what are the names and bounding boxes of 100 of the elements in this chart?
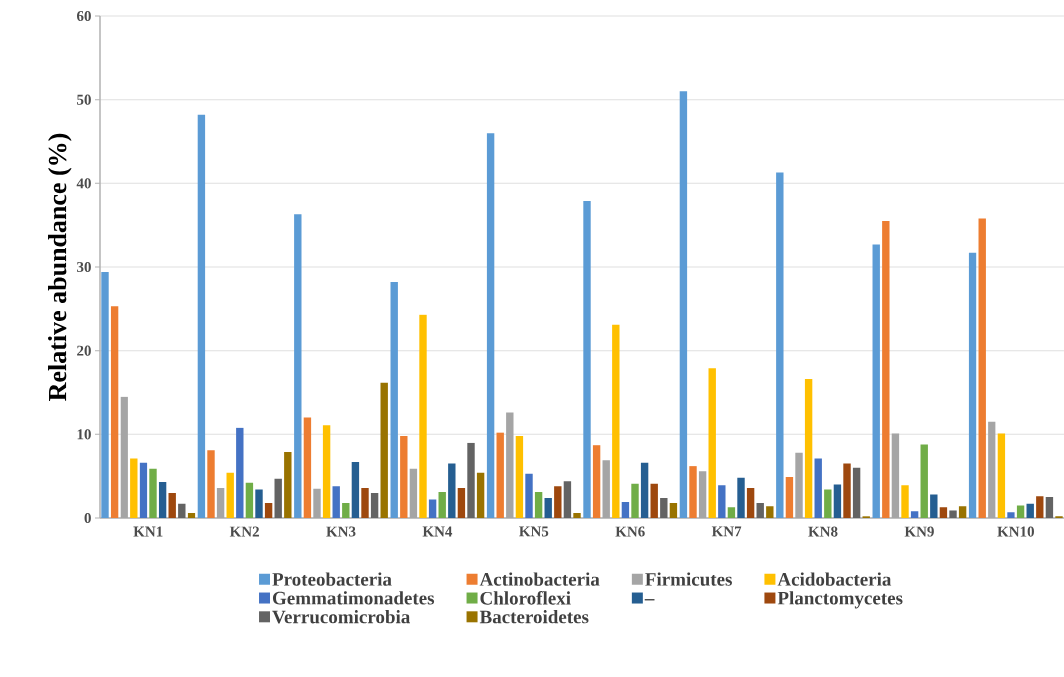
bar: [525, 473, 533, 518]
bar: [370, 492, 379, 518]
bar: [727, 507, 736, 518]
bar: [380, 382, 388, 518]
bar: [178, 503, 186, 518]
bar: [554, 486, 562, 518]
bar: [130, 458, 138, 518]
bar: [882, 220, 890, 518]
bar: [496, 432, 504, 518]
bar: [737, 477, 745, 518]
bar: [284, 451, 292, 518]
bar: [506, 412, 514, 518]
bar: [101, 272, 109, 518]
y-tick-label: 0: [84, 512, 91, 524]
bar: [400, 436, 408, 518]
x-tick-label: KN4: [422, 526, 453, 537]
bar: [785, 477, 794, 518]
legend-label: Firmicutes: [645, 572, 732, 586]
bar: [216, 487, 225, 518]
bar: [303, 417, 312, 518]
y-tick-label: 30: [77, 261, 91, 273]
bar: [158, 482, 167, 518]
x-tick-label: KN5: [519, 526, 549, 537]
bar: [583, 200, 591, 518]
y-tick-label: 50: [77, 94, 91, 105]
bar: [264, 502, 273, 518]
bar: [236, 427, 244, 518]
bar: [120, 396, 128, 518]
legend-label: _: [644, 599, 655, 601]
bar: [467, 442, 475, 518]
bar: [1036, 496, 1044, 518]
bar: [612, 324, 620, 518]
bar: [949, 510, 957, 518]
bar: [428, 499, 437, 518]
bar: [187, 512, 196, 518]
bar: [457, 487, 466, 518]
bar: [390, 282, 398, 518]
bar: [698, 471, 707, 518]
y-tick-label: 40: [76, 178, 91, 189]
bar: [563, 481, 572, 518]
bar: [419, 314, 427, 518]
bar: [988, 421, 996, 518]
bar: [110, 306, 119, 518]
bar: [1007, 512, 1015, 518]
bar: [640, 462, 649, 518]
bar: [669, 502, 678, 518]
bar: [766, 506, 774, 518]
bar: [351, 461, 360, 518]
bar: [833, 484, 842, 518]
bar: [149, 468, 157, 518]
legend-label: Bacteroidetes: [479, 609, 589, 624]
bar: [1045, 497, 1054, 518]
bar: [197, 114, 206, 518]
x-tick-label: KN6: [615, 526, 645, 537]
bar: [958, 506, 967, 518]
bar: [852, 467, 861, 518]
bar: [294, 214, 302, 518]
bar: [313, 488, 321, 518]
bar: [660, 497, 668, 518]
bar: [486, 133, 495, 518]
bar: [476, 472, 485, 518]
bar: [448, 463, 456, 518]
legend-label: Proteobacteria: [272, 572, 392, 586]
bar: [872, 244, 880, 518]
bar: [939, 507, 948, 518]
bar: [804, 379, 813, 518]
bar: [592, 445, 601, 518]
bar: [602, 460, 610, 518]
bar: [631, 483, 639, 518]
x-tick-label: KN2: [229, 526, 259, 537]
x-tick-label: KN1: [133, 526, 163, 537]
bar: [824, 489, 832, 518]
y-tick-label: 60: [76, 10, 91, 22]
bar: [332, 486, 340, 518]
bar: [168, 492, 176, 518]
legend-label: Actinobacteria: [479, 572, 600, 586]
legend-label: Verrucomicrobia: [272, 609, 411, 624]
bar: [1016, 505, 1025, 518]
bar: [708, 368, 716, 518]
bar: [718, 485, 726, 518]
y-axis-title: Relative abundance (%): [48, 133, 72, 401]
bar: [901, 485, 909, 518]
bar: [245, 482, 254, 518]
bar: [322, 425, 331, 518]
bar: [139, 462, 148, 518]
bar: [756, 502, 764, 518]
bar: [920, 444, 928, 518]
bar: [746, 487, 755, 518]
bar: [226, 472, 234, 518]
bar: [573, 512, 581, 518]
legend-label: Chloroflexi: [480, 591, 571, 605]
bar: [843, 463, 851, 518]
bar: [968, 252, 977, 518]
bar: [207, 450, 215, 518]
bar: [1026, 503, 1034, 518]
bar: [689, 466, 697, 518]
x-tick-label: KN10: [997, 526, 1034, 537]
bar: [650, 483, 658, 518]
bar: [438, 492, 446, 518]
bar: [534, 492, 543, 518]
